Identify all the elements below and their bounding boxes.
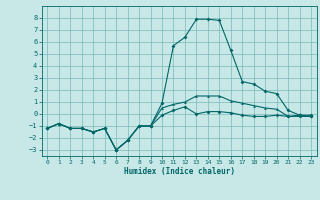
X-axis label: Humidex (Indice chaleur): Humidex (Indice chaleur) [124, 167, 235, 176]
